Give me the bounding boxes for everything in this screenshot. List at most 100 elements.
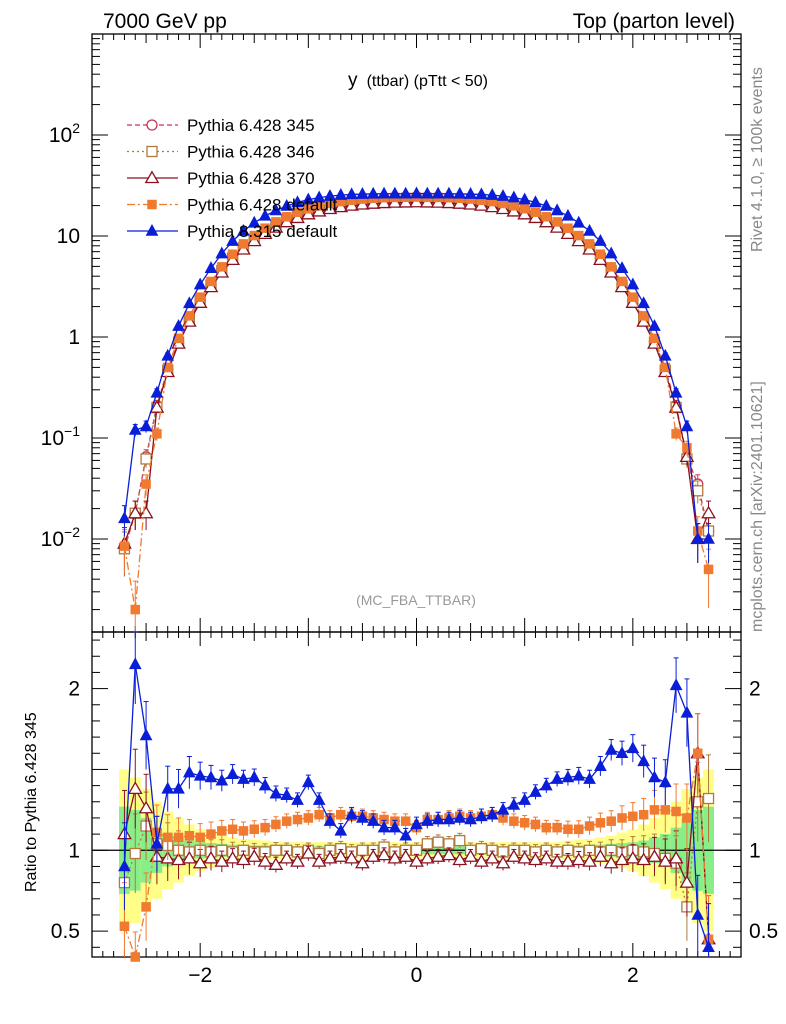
- data-point-marker: [171, 852, 186, 866]
- data-point-marker: [593, 252, 608, 266]
- data-point-marker: [485, 188, 499, 200]
- data-point-marker: [420, 814, 434, 826]
- data-point-marker: [399, 186, 413, 199]
- ratio-y-axis-label: Ratio to Pythia 6.428 345: [23, 712, 40, 892]
- y-tick-label: 1: [68, 326, 80, 349]
- data-point-marker: [530, 207, 541, 217]
- data-point-marker: [281, 212, 292, 222]
- data-point-marker: [311, 854, 327, 867]
- data-point-marker: [506, 849, 522, 862]
- data-point-marker: [225, 850, 240, 864]
- data-point-marker: [195, 832, 205, 843]
- data-point-marker: [549, 220, 565, 233]
- data-point-marker: [671, 429, 681, 439]
- data-point-marker: [561, 208, 575, 221]
- ratio-panel: 2 2 1 1 0.5 0.5 −2 0 2 Ratio to Pythia 6.428 345: [23, 631, 778, 987]
- data-point-marker: [636, 852, 652, 866]
- header-right-label: Top (parton level): [573, 10, 735, 33]
- y-tick-base: 10: [57, 225, 80, 248]
- data-point-marker: [323, 189, 337, 201]
- legend-item: Pythia 6.428 370: [127, 169, 315, 188]
- data-point-marker: [628, 811, 638, 822]
- data-point-marker: [312, 793, 326, 805]
- data-point-marker: [119, 921, 130, 932]
- data-point-marker: [410, 844, 423, 856]
- ratio-y-tick-label: 1: [68, 839, 80, 862]
- data-point-marker: [181, 850, 197, 864]
- data-point-marker: [249, 230, 259, 241]
- data-point-marker: [563, 223, 573, 233]
- analysis-watermark: (MC_FBA_TTBAR): [356, 592, 476, 608]
- mcplots-label: mcplots.cern.ch [arXiv:2401.10621]: [749, 381, 766, 632]
- data-point-marker: [130, 952, 141, 962]
- data-point-marker: [140, 453, 152, 465]
- data-point-marker: [345, 807, 358, 820]
- data-point-marker: [301, 192, 315, 205]
- x-tick-label: 0: [411, 964, 423, 987]
- data-point-marker: [432, 836, 444, 848]
- data-point-marker: [452, 852, 468, 866]
- data-point-marker: [260, 223, 270, 233]
- data-point-marker: [377, 186, 391, 199]
- data-point-marker: [692, 485, 704, 497]
- data-point-marker: [617, 276, 627, 287]
- data-point-marker: [572, 768, 586, 781]
- data-point-marker: [583, 772, 596, 784]
- data-point-marker: [300, 845, 316, 859]
- data-point-marker: [365, 849, 381, 862]
- ratio-y-tick-label-right: 1: [749, 839, 761, 862]
- data-point-marker: [574, 230, 584, 241]
- data-point-marker: [617, 813, 627, 823]
- data-point-marker: [680, 705, 694, 718]
- legend: Pythia 6.428 345 Pythia 6.428 346 Pythia 6…: [127, 116, 338, 241]
- data-point-marker: [453, 186, 467, 199]
- data-point-marker: [594, 759, 607, 771]
- data-point-marker: [660, 805, 671, 815]
- data-point-marker: [680, 419, 694, 432]
- data-point-marker: [593, 849, 608, 862]
- data-point-marker: [214, 854, 230, 867]
- data-point-marker: [431, 186, 445, 199]
- data-point-marker: [173, 832, 184, 843]
- y-tick-label: 10−1: [41, 423, 81, 450]
- data-point-marker: [637, 296, 650, 309]
- data-point-marker: [560, 226, 576, 240]
- data-point-marker: [322, 850, 338, 864]
- data-point-marker: [410, 186, 423, 199]
- data-point-marker: [150, 385, 164, 398]
- data-point-marker: [161, 348, 175, 361]
- data-point-marker: [539, 778, 553, 791]
- ratio-series: [117, 631, 716, 962]
- header-left-label: 7000 GeV pp: [103, 10, 227, 33]
- data-point-marker: [280, 198, 294, 211]
- data-point-marker: [150, 836, 164, 849]
- data-point-marker: [539, 198, 553, 211]
- data-point-marker: [420, 186, 434, 199]
- data-point-marker: [614, 279, 630, 293]
- rivet-version-label: Rivet 4.1.0, ≥ 100k events: [749, 67, 766, 252]
- ratio-y-tick-label: 2: [68, 678, 80, 701]
- data-point-marker: [692, 748, 703, 759]
- data-point-marker: [311, 203, 327, 217]
- legend-label: Pythia 6.428 345: [187, 116, 315, 135]
- data-point-marker: [474, 854, 489, 867]
- data-point-marker: [204, 770, 218, 783]
- data-point-marker: [217, 262, 227, 272]
- data-point-marker: [366, 814, 380, 826]
- data-point-marker: [184, 830, 195, 841]
- data-point-marker: [152, 429, 162, 439]
- data-point-marker: [638, 809, 649, 820]
- data-point-marker: [507, 797, 521, 810]
- data-point-marker: [638, 311, 649, 321]
- data-point-marker: [571, 852, 587, 866]
- data-point-marker: [238, 826, 249, 836]
- data-point-marker: [464, 187, 477, 199]
- data-point-marker: [118, 859, 131, 872]
- data-point-marker: [280, 788, 294, 801]
- data-point-marker: [528, 852, 543, 866]
- plot-title-sub: (ttbar) (pTtt < 50): [367, 73, 488, 90]
- data-point-marker: [226, 767, 239, 780]
- data-point-marker: [453, 810, 467, 823]
- data-point-marker: [530, 819, 541, 830]
- data-point-marker: [257, 226, 273, 240]
